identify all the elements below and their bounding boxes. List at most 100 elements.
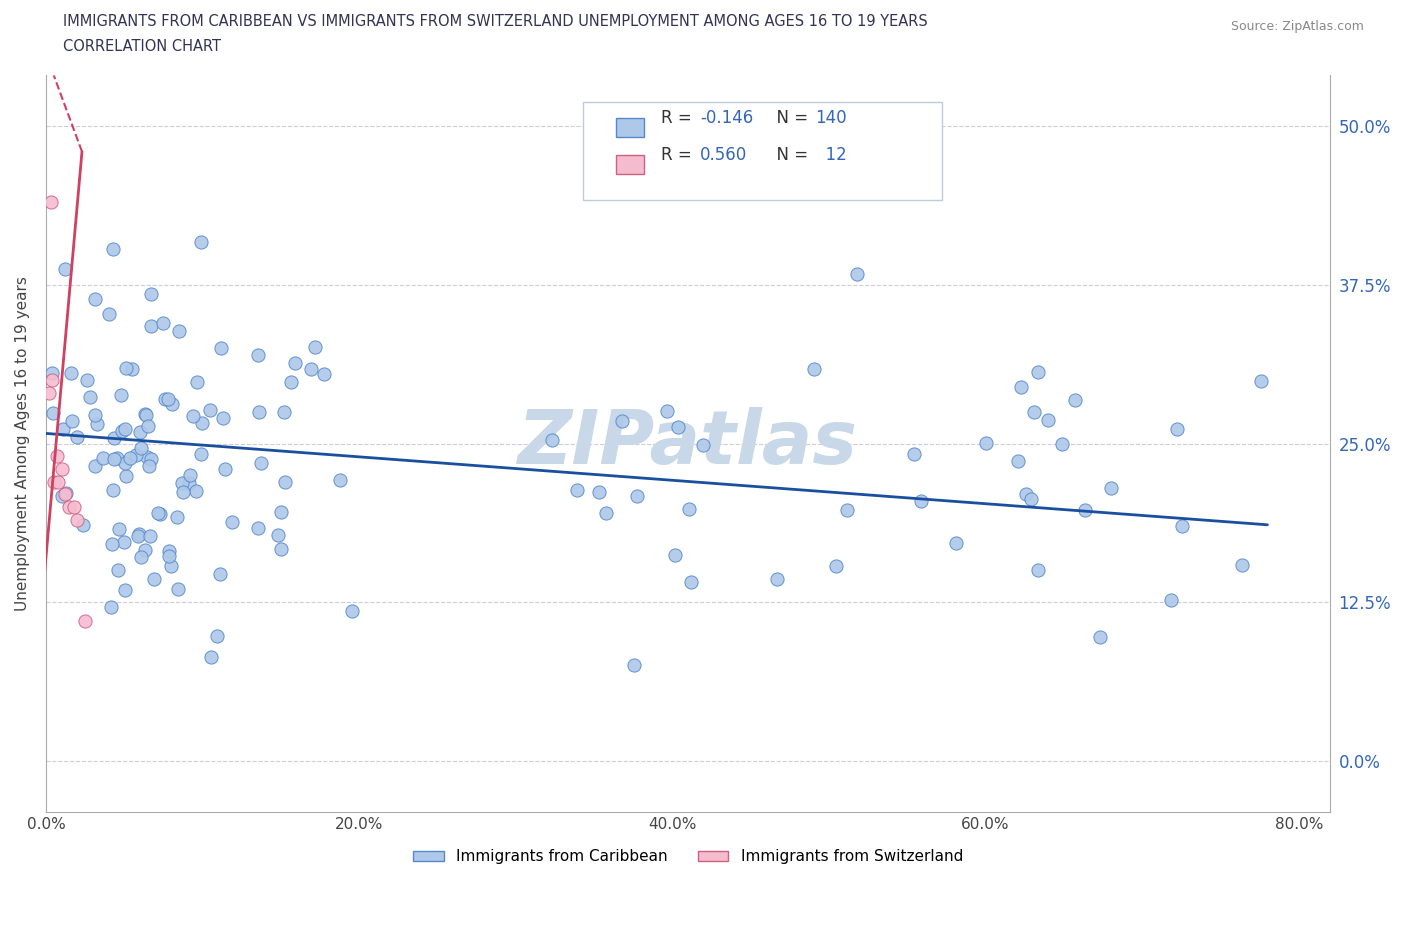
- Point: [903, 446, 925, 461]
- Point: [131, 440, 153, 455]
- Text: 0.560: 0.560: [700, 146, 748, 165]
- Point: [41, 373, 63, 388]
- Text: 140: 140: [815, 109, 846, 127]
- Point: [191, 416, 214, 431]
- Point: [42, 405, 65, 420]
- Y-axis label: Unemployment Among Ages 16 to 19 years: Unemployment Among Ages 16 to 19 years: [15, 276, 30, 611]
- Point: [156, 392, 179, 407]
- Point: [166, 510, 188, 525]
- Point: [205, 629, 228, 644]
- Point: [139, 452, 162, 467]
- Point: [75, 614, 97, 629]
- Text: N =: N =: [766, 109, 814, 127]
- Point: [136, 450, 159, 465]
- Point: [267, 528, 290, 543]
- Point: [1160, 592, 1182, 607]
- Point: [1170, 519, 1192, 534]
- Point: [270, 541, 292, 556]
- Point: [299, 362, 322, 377]
- Point: [837, 502, 859, 517]
- Point: [1026, 365, 1049, 379]
- Point: [1019, 492, 1042, 507]
- Point: [142, 572, 165, 587]
- Point: [1101, 480, 1123, 495]
- Point: [51, 488, 73, 503]
- Point: [98, 307, 121, 322]
- Text: -0.146: -0.146: [700, 109, 754, 127]
- Point: [623, 658, 645, 672]
- Point: [274, 474, 297, 489]
- Point: [249, 456, 271, 471]
- Point: [110, 387, 132, 402]
- Point: [105, 450, 128, 465]
- Point: [846, 267, 869, 282]
- Point: [134, 542, 156, 557]
- Point: [79, 390, 101, 405]
- Point: [153, 392, 176, 406]
- Point: [53, 261, 76, 276]
- Legend: Immigrants from Caribbean, Immigrants from Switzerland: Immigrants from Caribbean, Immigrants fr…: [406, 844, 969, 870]
- Point: [179, 468, 201, 483]
- Point: [42, 474, 65, 489]
- Point: [1063, 393, 1085, 408]
- Point: [179, 475, 201, 490]
- Point: [86, 417, 108, 432]
- Point: [159, 558, 181, 573]
- Point: [148, 506, 170, 521]
- Point: [1024, 405, 1046, 419]
- Point: [588, 485, 610, 499]
- Point: [141, 287, 163, 302]
- Point: [59, 365, 82, 380]
- Point: [270, 505, 292, 520]
- Point: [626, 489, 648, 504]
- Point: [166, 581, 188, 596]
- Point: [152, 316, 174, 331]
- Point: [172, 475, 194, 490]
- Point: [101, 242, 124, 257]
- Point: [115, 469, 138, 484]
- Point: [53, 487, 76, 502]
- Point: [612, 413, 634, 428]
- Point: [38, 385, 60, 400]
- Point: [1074, 502, 1097, 517]
- Point: [1052, 437, 1074, 452]
- Point: [129, 424, 152, 439]
- Point: [184, 484, 207, 498]
- Point: [664, 548, 686, 563]
- Point: [342, 604, 364, 618]
- Point: [112, 534, 135, 549]
- Point: [329, 473, 352, 488]
- Point: [1014, 487, 1036, 502]
- Point: [190, 234, 212, 249]
- Point: [114, 582, 136, 597]
- Point: [58, 499, 80, 514]
- Point: [766, 571, 789, 586]
- Point: [214, 462, 236, 477]
- Point: [55, 485, 77, 500]
- Point: [595, 505, 617, 520]
- Point: [41, 365, 63, 380]
- Point: [803, 362, 825, 377]
- Point: [51, 461, 73, 476]
- Point: [128, 527, 150, 542]
- Point: [190, 446, 212, 461]
- Point: [134, 406, 156, 421]
- Point: [83, 458, 105, 473]
- Point: [39, 195, 62, 210]
- Point: [221, 515, 243, 530]
- Point: [60, 413, 83, 428]
- Point: [160, 397, 183, 412]
- Point: [212, 411, 235, 426]
- Point: [76, 372, 98, 387]
- Point: [108, 522, 131, 537]
- Point: [141, 319, 163, 334]
- Point: [1007, 454, 1029, 469]
- Point: [83, 408, 105, 423]
- Point: [107, 563, 129, 578]
- Point: [1036, 413, 1059, 428]
- Point: [84, 291, 107, 306]
- Point: [209, 340, 232, 355]
- Point: [910, 494, 932, 509]
- Point: [246, 347, 269, 362]
- Point: [121, 362, 143, 377]
